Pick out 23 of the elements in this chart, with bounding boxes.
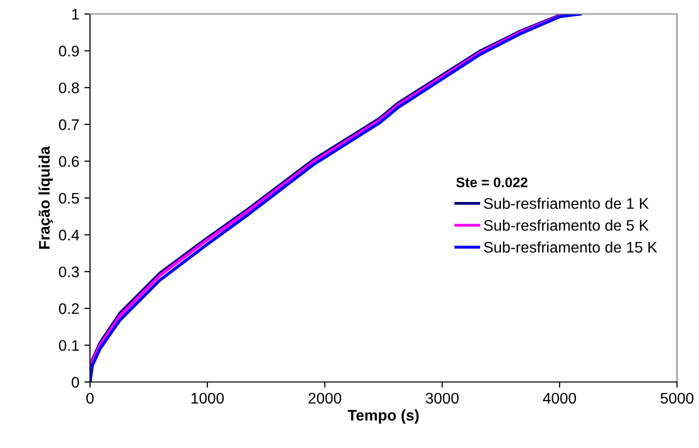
y-tick-label: 0.4 [58, 230, 80, 240]
y-tick-label: 0 [72, 376, 79, 388]
x-tick-label: 5000 [660, 392, 694, 404]
y-tick-label: 1 [72, 9, 79, 20]
y-tick-label: 0.1 [58, 340, 79, 351]
legend-label: Sub-resfriamento de 5 K [484, 220, 649, 231]
y-tick-label: 0.7 [58, 119, 79, 130]
x-tick-label: 2000 [308, 392, 342, 404]
y-axis-title: Fração líquida [38, 146, 53, 249]
y-tick-label: 0.9 [58, 46, 79, 56]
y-tick-label: 0.5 [58, 192, 79, 204]
x-axis-title: Tempo (s) [348, 409, 419, 424]
legend-label: Sub-resfriamento de 15 K [484, 241, 658, 253]
y-tick-label: 0.6 [58, 156, 79, 167]
x-tick-label: 4000 [542, 392, 576, 404]
y-tick-label: 0.8 [58, 82, 79, 94]
y-tick-label: 0.2 [58, 303, 79, 314]
x-tick-label: 1000 [192, 392, 224, 404]
legend-label: Sub-resfriamento de 1 K [484, 198, 649, 209]
legend-title: Ste = 0.022 [456, 177, 528, 188]
x-tick-label: 3000 [426, 392, 459, 404]
x-tick-label: 0 [86, 392, 94, 404]
y-tick-label: 0.3 [58, 266, 79, 278]
